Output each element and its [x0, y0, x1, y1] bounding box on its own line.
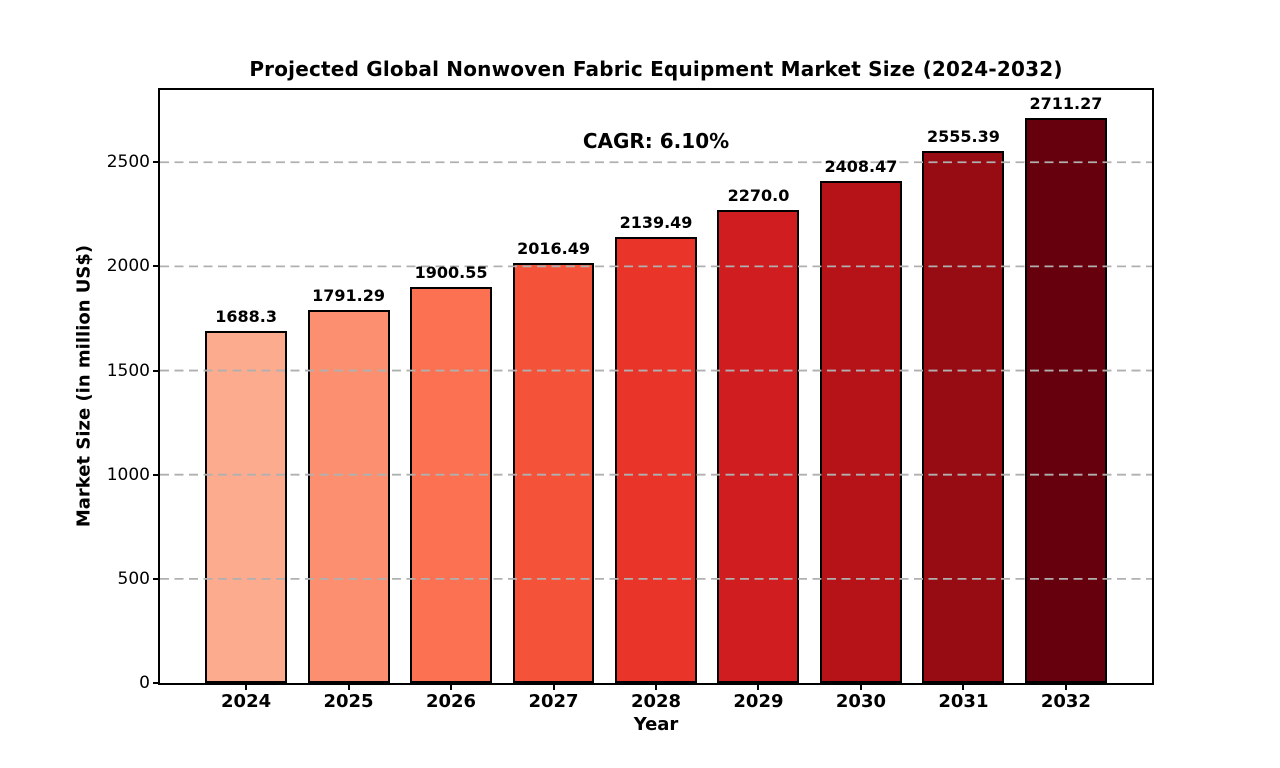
bar-2024: [205, 331, 288, 683]
bar-2027: [512, 262, 595, 683]
y-tick-mark: [153, 473, 158, 476]
x-tick-mark: [450, 685, 453, 690]
bar-value-label: 2711.27: [1029, 94, 1103, 114]
x-axis-label: Year: [633, 714, 679, 735]
plot-area: CAGR: 6.10% 1688.3 1791.29 1900.55 2016.49 2…: [158, 88, 1154, 685]
bar-2029: [717, 210, 800, 683]
x-tick-label: 2027: [528, 691, 579, 712]
y-tick-label: 500: [117, 568, 150, 589]
bar-2031: [922, 150, 1005, 683]
bar-value-label: 2408.47: [824, 157, 898, 177]
bar-value-label: 1688.3: [215, 307, 277, 327]
x-tick-label: 2029: [733, 691, 784, 712]
x-tick-label: 2025: [323, 691, 374, 712]
cagr-annotation: CAGR: 6.10%: [582, 129, 730, 153]
x-tick-mark: [347, 685, 350, 690]
x-tick-mark: [655, 685, 657, 690]
x-tick-label: 2030: [835, 691, 886, 712]
y-tick-label: 0: [139, 673, 150, 693]
bar-value-label: 1791.29: [312, 285, 385, 305]
bar-2030: [819, 181, 902, 683]
bar-value-label: 1900.55: [414, 263, 488, 283]
y-tick-mark: [153, 161, 158, 164]
x-tick-label: 2026: [425, 691, 477, 712]
y-tick-mark: [153, 577, 158, 580]
x-tick-mark: [552, 685, 555, 690]
bar-2025: [307, 309, 390, 683]
bar-2026: [410, 287, 493, 683]
chart-title: Projected Global Nonwoven Fabric Equipme…: [249, 57, 1063, 81]
bar-2028: [615, 237, 697, 683]
x-tick-label: 2032: [1040, 691, 1091, 712]
y-tick-label: 1500: [106, 360, 150, 381]
y-tick-label: 1000: [106, 464, 150, 485]
x-tick-mark: [962, 685, 965, 690]
x-tick-mark: [859, 685, 862, 690]
bar-value-label: 2139.49: [619, 213, 693, 233]
x-tick-label: 2031: [938, 691, 989, 712]
y-tick-mark: [153, 369, 158, 372]
bar-value-label: 2555.39: [927, 126, 1000, 146]
bar-2032: [1024, 118, 1107, 683]
bar-value-label: 2016.49: [517, 238, 590, 258]
x-tick-mark: [245, 685, 248, 690]
y-tick-mark: [153, 265, 158, 268]
x-tick-label: 2024: [221, 691, 272, 712]
y-tick-label: 2000: [106, 256, 150, 277]
bar-value-label: 2270.0: [727, 186, 790, 206]
x-tick-label: 2028: [630, 691, 682, 712]
x-tick-mark: [757, 685, 760, 690]
y-tick-mark: [153, 682, 158, 684]
x-tick-mark: [1064, 685, 1067, 690]
y-tick-label: 2500: [106, 152, 150, 173]
